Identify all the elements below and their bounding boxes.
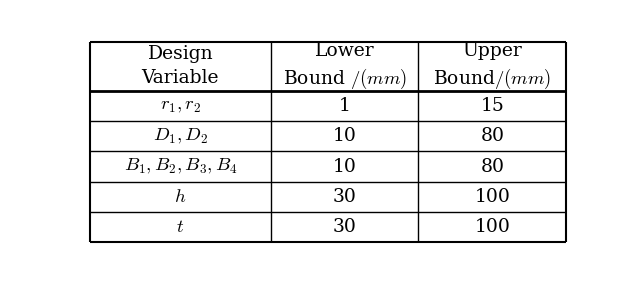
Text: Design
Variable: Design Variable <box>141 45 219 87</box>
Text: 10: 10 <box>333 157 356 175</box>
Text: Upper
Bound$/(mm)$: Upper Bound$/(mm)$ <box>433 42 552 91</box>
Text: 80: 80 <box>480 157 504 175</box>
Text: 1: 1 <box>339 97 351 115</box>
Text: 30: 30 <box>333 218 356 236</box>
Text: $t$: $t$ <box>177 218 184 236</box>
Text: $h$: $h$ <box>174 188 186 206</box>
Text: $D_1, D_2$: $D_1, D_2$ <box>153 127 208 146</box>
Text: $B_1, B_2, B_3, B_4$: $B_1, B_2, B_3, B_4$ <box>124 157 237 176</box>
Text: $r_1, r_2$: $r_1, r_2$ <box>160 97 201 115</box>
Text: 10: 10 <box>333 127 356 145</box>
Text: 15: 15 <box>481 97 504 115</box>
Text: 30: 30 <box>333 188 356 206</box>
Text: 80: 80 <box>480 127 504 145</box>
Text: Lower
Bound $/(mm)$: Lower Bound $/(mm)$ <box>283 42 407 91</box>
Text: 100: 100 <box>474 218 510 236</box>
Text: 100: 100 <box>474 188 510 206</box>
